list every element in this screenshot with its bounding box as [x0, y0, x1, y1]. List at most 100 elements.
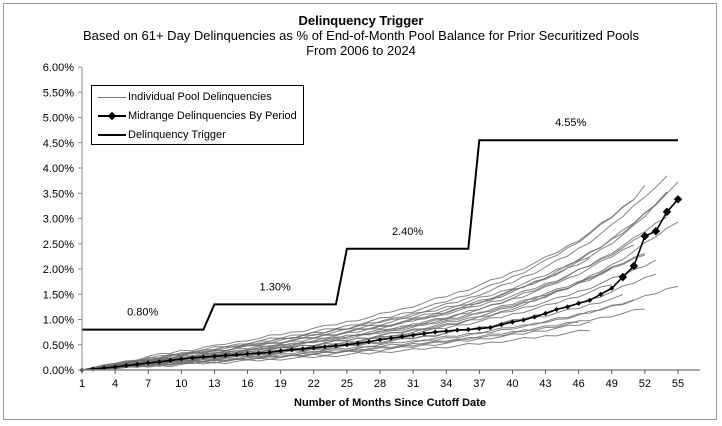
midrange-marker	[498, 322, 504, 328]
midrange-marker	[542, 310, 549, 316]
y-tick-label: 2.00%	[43, 264, 74, 276]
trigger-label: 4.55%	[555, 117, 586, 129]
x-tick-label: 52	[639, 378, 651, 390]
midrange-marker	[267, 349, 273, 355]
x-tick-label: 13	[208, 378, 220, 390]
midrange-marker	[421, 331, 427, 337]
midrange-marker	[454, 327, 460, 333]
x-tick-label: 19	[275, 378, 287, 390]
midrange-marker	[366, 339, 372, 345]
x-tick-label: 22	[308, 378, 320, 390]
midrange-marker	[629, 261, 639, 271]
x-tick-label: 7	[145, 378, 151, 390]
midrange-marker	[256, 350, 262, 356]
midrange-marker	[399, 334, 405, 340]
y-tick-label: 0.50%	[43, 340, 74, 352]
individual-pool-line	[81, 257, 590, 371]
individual-pool-line	[81, 329, 590, 371]
individual-pool-line	[81, 192, 668, 371]
legend-item-midrange: Midrange Delinquencies By Period	[98, 108, 297, 124]
x-tick-label: 40	[506, 378, 518, 390]
midrange-marker	[244, 351, 251, 357]
midrange-marker	[222, 352, 229, 358]
midrange-marker	[662, 207, 672, 217]
individual-pool-line	[81, 321, 590, 371]
midrange-marker	[333, 343, 339, 349]
y-tick-label: 3.00%	[43, 214, 74, 226]
chart-subtitle: Based on 61+ Day Delinquencies as % of E…	[82, 28, 640, 43]
midrange-marker	[200, 354, 206, 360]
x-axis-label: Number of Months Since Cutoff Date	[294, 397, 486, 409]
x-tick-label: 49	[606, 378, 618, 390]
midrange-marker	[145, 360, 151, 366]
chart-title: Delinquency Trigger	[298, 13, 424, 28]
chart-subtitle-years: From 2006 to 2024	[306, 43, 416, 58]
midrange-marker	[355, 340, 361, 346]
individual-pool-line	[81, 233, 646, 371]
midrange-marker	[278, 348, 284, 354]
midrange-marker	[443, 328, 449, 334]
legend: Individual Pool Delinquencies Midrange D…	[91, 85, 304, 145]
y-tick-label: 2.50%	[43, 239, 74, 251]
individual-pool-line	[81, 299, 635, 371]
x-tick-label: 31	[407, 378, 419, 390]
midrange-marker	[618, 272, 628, 282]
midrange-marker	[156, 359, 162, 365]
y-tick-label: 1.00%	[43, 315, 74, 327]
trigger-label: 0.80%	[127, 307, 158, 319]
x-tick-label: 25	[341, 378, 353, 390]
midrange-marker	[344, 342, 350, 348]
midrange-marker	[465, 327, 471, 333]
midrange-marker	[554, 306, 560, 312]
y-tick-label: 5.00%	[43, 113, 74, 125]
y-tick-label: 4.50%	[43, 138, 74, 150]
x-tick-label: 4	[112, 378, 118, 390]
midrange-marker	[487, 325, 493, 331]
midrange-marker	[388, 335, 394, 341]
y-tick-label: 0.00%	[43, 365, 74, 377]
legend-label-midrange: Midrange Delinquencies By Period	[128, 110, 297, 122]
trigger-line	[82, 139, 678, 331]
midrange-marker	[576, 300, 582, 306]
legend-swatch-trigger	[98, 127, 126, 143]
individual-pool-line	[81, 184, 646, 371]
legend-item-individual: Individual Pool Delinquencies	[98, 89, 272, 105]
midrange-marker	[178, 356, 184, 362]
x-tick-label: 37	[473, 378, 485, 390]
axes-group: 0.00% 0.50% 1.00% 1.50% 2.00% 2.50% 3.00% 3.50%…	[43, 62, 701, 390]
y-tick-label: 6.00%	[43, 62, 74, 74]
midrange-marker	[509, 319, 515, 325]
midrange-marker	[189, 355, 195, 361]
midrange-marker	[300, 346, 306, 352]
legend-label-individual: Individual Pool Delinquencies	[128, 91, 272, 103]
midrange-marker	[234, 352, 240, 358]
midrange-marker	[651, 226, 661, 236]
legend-item-trigger: Delinquency Trigger	[98, 127, 226, 143]
midrange-marker	[311, 345, 317, 351]
y-tick-label: 5.50%	[43, 87, 74, 99]
x-tick-label: 43	[539, 378, 551, 390]
trigger-label: 2.40%	[392, 226, 423, 238]
midrange-marker	[609, 285, 615, 291]
x-tick-label: 16	[241, 378, 253, 390]
midrange-marker	[289, 347, 295, 353]
midrange-marker	[167, 357, 173, 363]
x-tick-label: 28	[374, 378, 386, 390]
legend-swatch-midrange	[98, 108, 126, 124]
legend-label-trigger: Delinquency Trigger	[128, 129, 226, 141]
individual-pool-line	[81, 253, 646, 371]
x-tick-label: 10	[175, 378, 187, 390]
midrange-marker	[377, 337, 383, 343]
trigger-series-group: 0.80% 1.30% 2.40% 4.55%	[82, 117, 678, 331]
x-tick-label: 55	[672, 378, 684, 390]
y-tick-label: 1.50%	[43, 289, 74, 301]
midrange-marker	[476, 326, 482, 332]
trigger-label: 1.30%	[260, 281, 291, 293]
y-tick-label: 4.00%	[43, 163, 74, 175]
y-tick-label: 3.50%	[43, 188, 74, 200]
midrange-marker	[598, 291, 604, 297]
midrange-marker	[322, 344, 328, 350]
legend-swatch-individual	[98, 89, 126, 105]
x-tick-label: 34	[440, 378, 452, 390]
